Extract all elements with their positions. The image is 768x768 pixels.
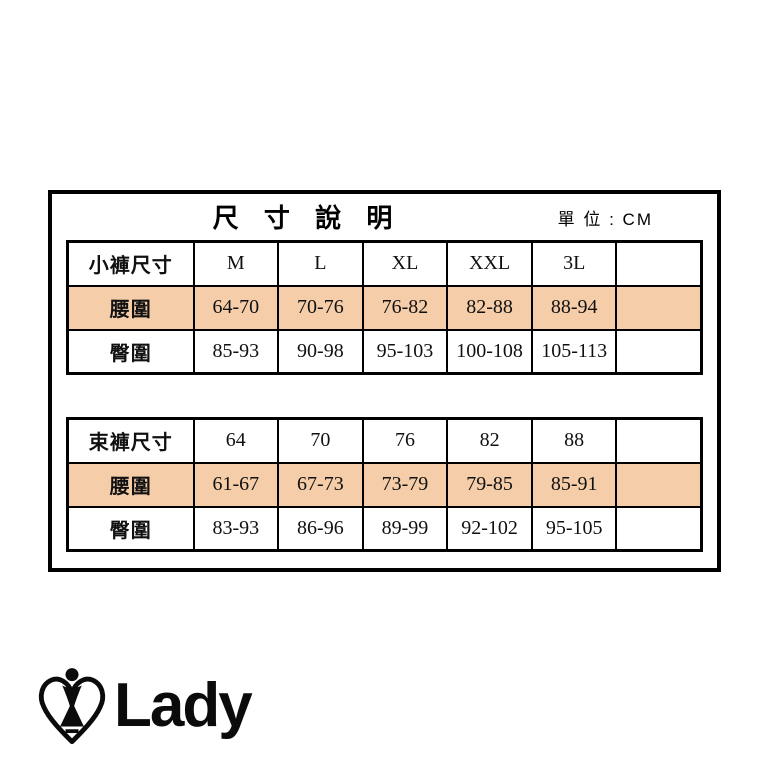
size-cell: 67-73 <box>277 461 364 508</box>
size-cell: 83-93 <box>192 505 280 552</box>
header-cell-empty <box>615 240 703 287</box>
lady-heart-logo-icon <box>38 668 106 745</box>
size-cell: 73-79 <box>361 461 449 508</box>
size-cell: 76-82 <box>361 284 449 331</box>
table-row-waist: 腰圍 61-67 67-73 73-79 79-85 85-91 <box>66 461 703 508</box>
header-cell: L <box>277 240 364 287</box>
header-cell: 小褲尺寸 <box>66 240 195 287</box>
header-cell: 76 <box>361 417 449 464</box>
girdle-pants-size-table: 束褲尺寸 64 70 76 82 88 腰圍 61-67 67-73 73-79… <box>66 417 703 552</box>
table-row-hip: 臀圍 83-93 86-96 89-99 92-102 95-105 <box>66 505 703 552</box>
size-cell: 86-96 <box>277 505 364 552</box>
header-cell: 88 <box>530 417 618 464</box>
size-cell: 89-99 <box>361 505 449 552</box>
size-chart-panel: 尺 寸 說 明 單 位 : CM 小褲尺寸 M L XL XXL 3L 腰圍 <box>48 190 721 572</box>
size-cell: 85-91 <box>530 461 618 508</box>
size-cell: 100-108 <box>446 328 533 375</box>
header-cell: 82 <box>446 417 533 464</box>
row-label: 臀圍 <box>66 328 195 375</box>
row-label: 腰圍 <box>66 461 195 508</box>
header-cell-empty <box>615 417 703 464</box>
brand-logo: Lady <box>36 666 253 746</box>
size-cell: 61-67 <box>192 461 280 508</box>
header-cell: 70 <box>277 417 364 464</box>
page-title: 尺 寸 說 明 <box>212 203 402 233</box>
size-cell: 90-98 <box>277 328 364 375</box>
header-cell: XL <box>361 240 449 287</box>
brand-name: Lady <box>114 671 253 740</box>
size-cell: 105-113 <box>530 328 618 375</box>
header-cell: 3L <box>530 240 618 287</box>
row-label: 臀圍 <box>66 505 195 552</box>
unit-label: 單 位 : CM <box>557 210 653 229</box>
table-row-waist: 腰圍 64-70 70-76 76-82 82-88 88-94 <box>66 284 703 331</box>
size-cell: 64-70 <box>192 284 280 331</box>
small-pants-size-table: 小褲尺寸 M L XL XXL 3L 腰圍 64-70 70-76 76-82 … <box>66 240 703 375</box>
size-cell: 88-94 <box>530 284 618 331</box>
row-label: 腰圍 <box>66 284 195 331</box>
table-row-header: 束褲尺寸 64 70 76 82 88 <box>66 417 703 464</box>
table-row-hip: 臀圍 85-93 90-98 95-103 100-108 105-113 <box>66 328 703 375</box>
size-cell-empty <box>615 328 703 375</box>
header-cell: M <box>192 240 280 287</box>
size-cell: 95-105 <box>530 505 618 552</box>
header-cell: 束褲尺寸 <box>66 417 195 464</box>
size-cell: 79-85 <box>446 461 533 508</box>
size-cell-empty <box>615 461 703 508</box>
size-cell: 82-88 <box>446 284 533 331</box>
size-cell: 95-103 <box>361 328 449 375</box>
size-cell-empty <box>615 284 703 331</box>
size-cell: 70-76 <box>277 284 364 331</box>
header-cell: 64 <box>192 417 280 464</box>
size-cell: 85-93 <box>192 328 280 375</box>
header-cell: XXL <box>446 240 533 287</box>
table-row-header: 小褲尺寸 M L XL XXL 3L <box>66 240 703 287</box>
size-cell: 92-102 <box>446 505 533 552</box>
size-cell-empty <box>615 505 703 552</box>
